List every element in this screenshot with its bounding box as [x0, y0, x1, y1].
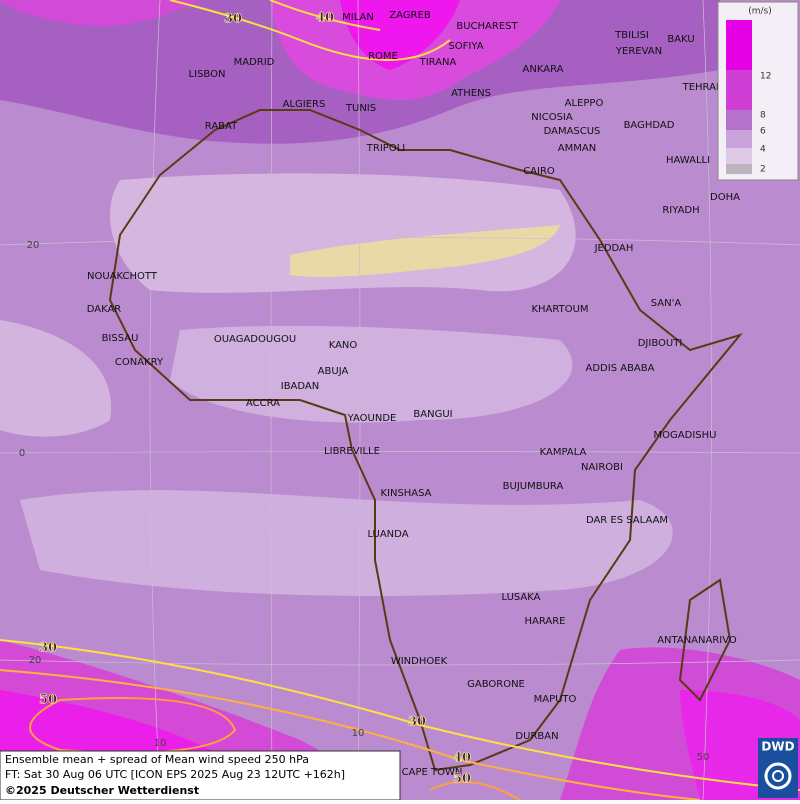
contour-label: 30: [224, 12, 242, 27]
city-label: MILAN: [342, 12, 374, 23]
city-label: ATHENS: [451, 88, 491, 99]
city-label: BUJUMBURA: [503, 481, 564, 492]
grid-label: 10: [154, 738, 167, 749]
city-label: ADDIS ABABA: [586, 363, 655, 374]
city-label: OUAGADOUGOU: [214, 334, 296, 345]
legend-tick-label: 12: [760, 72, 771, 82]
footer-line: FT: Sat 30 Aug 06 UTC [ICON EPS 2025 Aug…: [5, 768, 345, 781]
city-label: LIBREVILLE: [324, 446, 380, 457]
city-label: TBILISI: [614, 30, 649, 41]
city-label: BAKU: [667, 34, 694, 45]
city-label: TEHRAN: [682, 82, 724, 93]
city-label: BUCHAREST: [456, 21, 518, 32]
city-label: CONAKRY: [115, 357, 164, 368]
grid-label: 50: [697, 752, 710, 763]
city-label: CAPE TOWN: [402, 767, 463, 778]
grid-label: 20: [29, 655, 42, 666]
city-label: HAWALLI: [666, 155, 710, 166]
city-label: JEDDAH: [594, 243, 634, 254]
city-label: IBADAN: [281, 381, 320, 392]
city-label: LUSAKA: [502, 592, 541, 603]
city-label: YAOUNDE: [347, 413, 397, 424]
city-label: GABORONE: [467, 679, 525, 690]
city-label: DJIBOUTI: [638, 338, 683, 349]
legend: (m/s) 12 8 6 4 2: [717, 1, 799, 181]
city-label: KINSHASA: [380, 488, 431, 499]
city-label: CAIRO: [523, 166, 555, 177]
city-label: MAPUTO: [534, 694, 577, 705]
city-label: NAIROBI: [581, 462, 623, 473]
legend-tick-label: 4: [760, 145, 766, 155]
city-label: KHARTOUM: [531, 304, 588, 315]
grid-label: 0: [19, 448, 25, 459]
city-label: WINDHOEK: [391, 656, 448, 667]
city-label: MADRID: [234, 57, 275, 68]
city-label: ALGIERS: [283, 99, 326, 110]
city-label: DAR ES SALAAM: [586, 515, 668, 526]
city-label: KANO: [329, 340, 358, 351]
city-label: RABAT: [205, 121, 238, 132]
city-label: KAMPALA: [540, 447, 587, 458]
contour-label: 50: [39, 693, 57, 708]
city-label: DURBAN: [515, 731, 558, 742]
city-label: BANGUI: [413, 409, 452, 420]
contour-label: 50: [453, 772, 471, 787]
city-label: TUNIS: [345, 103, 376, 114]
contour-label: 40: [316, 11, 334, 26]
coastline: [108, 109, 743, 772]
legend-tick-label: 6: [760, 127, 766, 137]
legend-unit: (m/s): [748, 7, 772, 17]
city-label: TRIPOLI: [366, 143, 405, 154]
city-label: ROME: [368, 51, 398, 62]
contour-label: 40: [453, 751, 471, 766]
contour-label: 30: [39, 641, 57, 656]
city-label: BAGHDAD: [624, 120, 675, 131]
city-label: NICOSIA: [531, 112, 573, 123]
city-label: ANTANANARIVO: [657, 635, 737, 646]
copyright: ©2025 Deutscher Wetterdienst: [5, 784, 199, 797]
city-label: ANKARA: [523, 64, 564, 75]
city-label: DOHA: [710, 192, 740, 203]
city-label: ALEPPO: [565, 98, 604, 109]
city-label: NOUAKCHOTT: [87, 271, 158, 282]
city-label: ABUJA: [318, 366, 349, 377]
city-label: MOGADISHU: [654, 430, 717, 441]
city-label: LUANDA: [367, 529, 408, 540]
city-label: TIRANA: [419, 57, 457, 68]
city-label: DAKAR: [87, 304, 122, 315]
city-label: SOFIYA: [448, 41, 483, 52]
grid-label: 20: [27, 240, 40, 251]
city-label: ACCRA: [246, 398, 280, 409]
city-label: AMMAN: [558, 143, 596, 154]
city-label: ZAGREB: [389, 10, 431, 21]
city-label: BISSAU: [102, 333, 139, 344]
city-label: LISBON: [189, 69, 226, 80]
grid-label: 10: [352, 728, 365, 739]
city-label: RIYADH: [662, 205, 699, 216]
footer: Ensemble mean + spread of Mean wind spee…: [0, 750, 401, 801]
legend-tick-label: 2: [760, 165, 766, 175]
logo: DWD: [758, 738, 798, 798]
city-label: HARARE: [524, 616, 565, 627]
city-label: YEREVAN: [615, 46, 662, 57]
logo-text: DWD: [761, 740, 794, 754]
city-label: SAN'A: [651, 298, 682, 309]
city-label: DAMASCUS: [544, 126, 601, 137]
madagascar: [678, 578, 732, 702]
legend-tick-label: 8: [760, 111, 766, 121]
contour-label: 30: [408, 715, 426, 730]
footer-line: Ensemble mean + spread of Mean wind spee…: [5, 753, 309, 766]
